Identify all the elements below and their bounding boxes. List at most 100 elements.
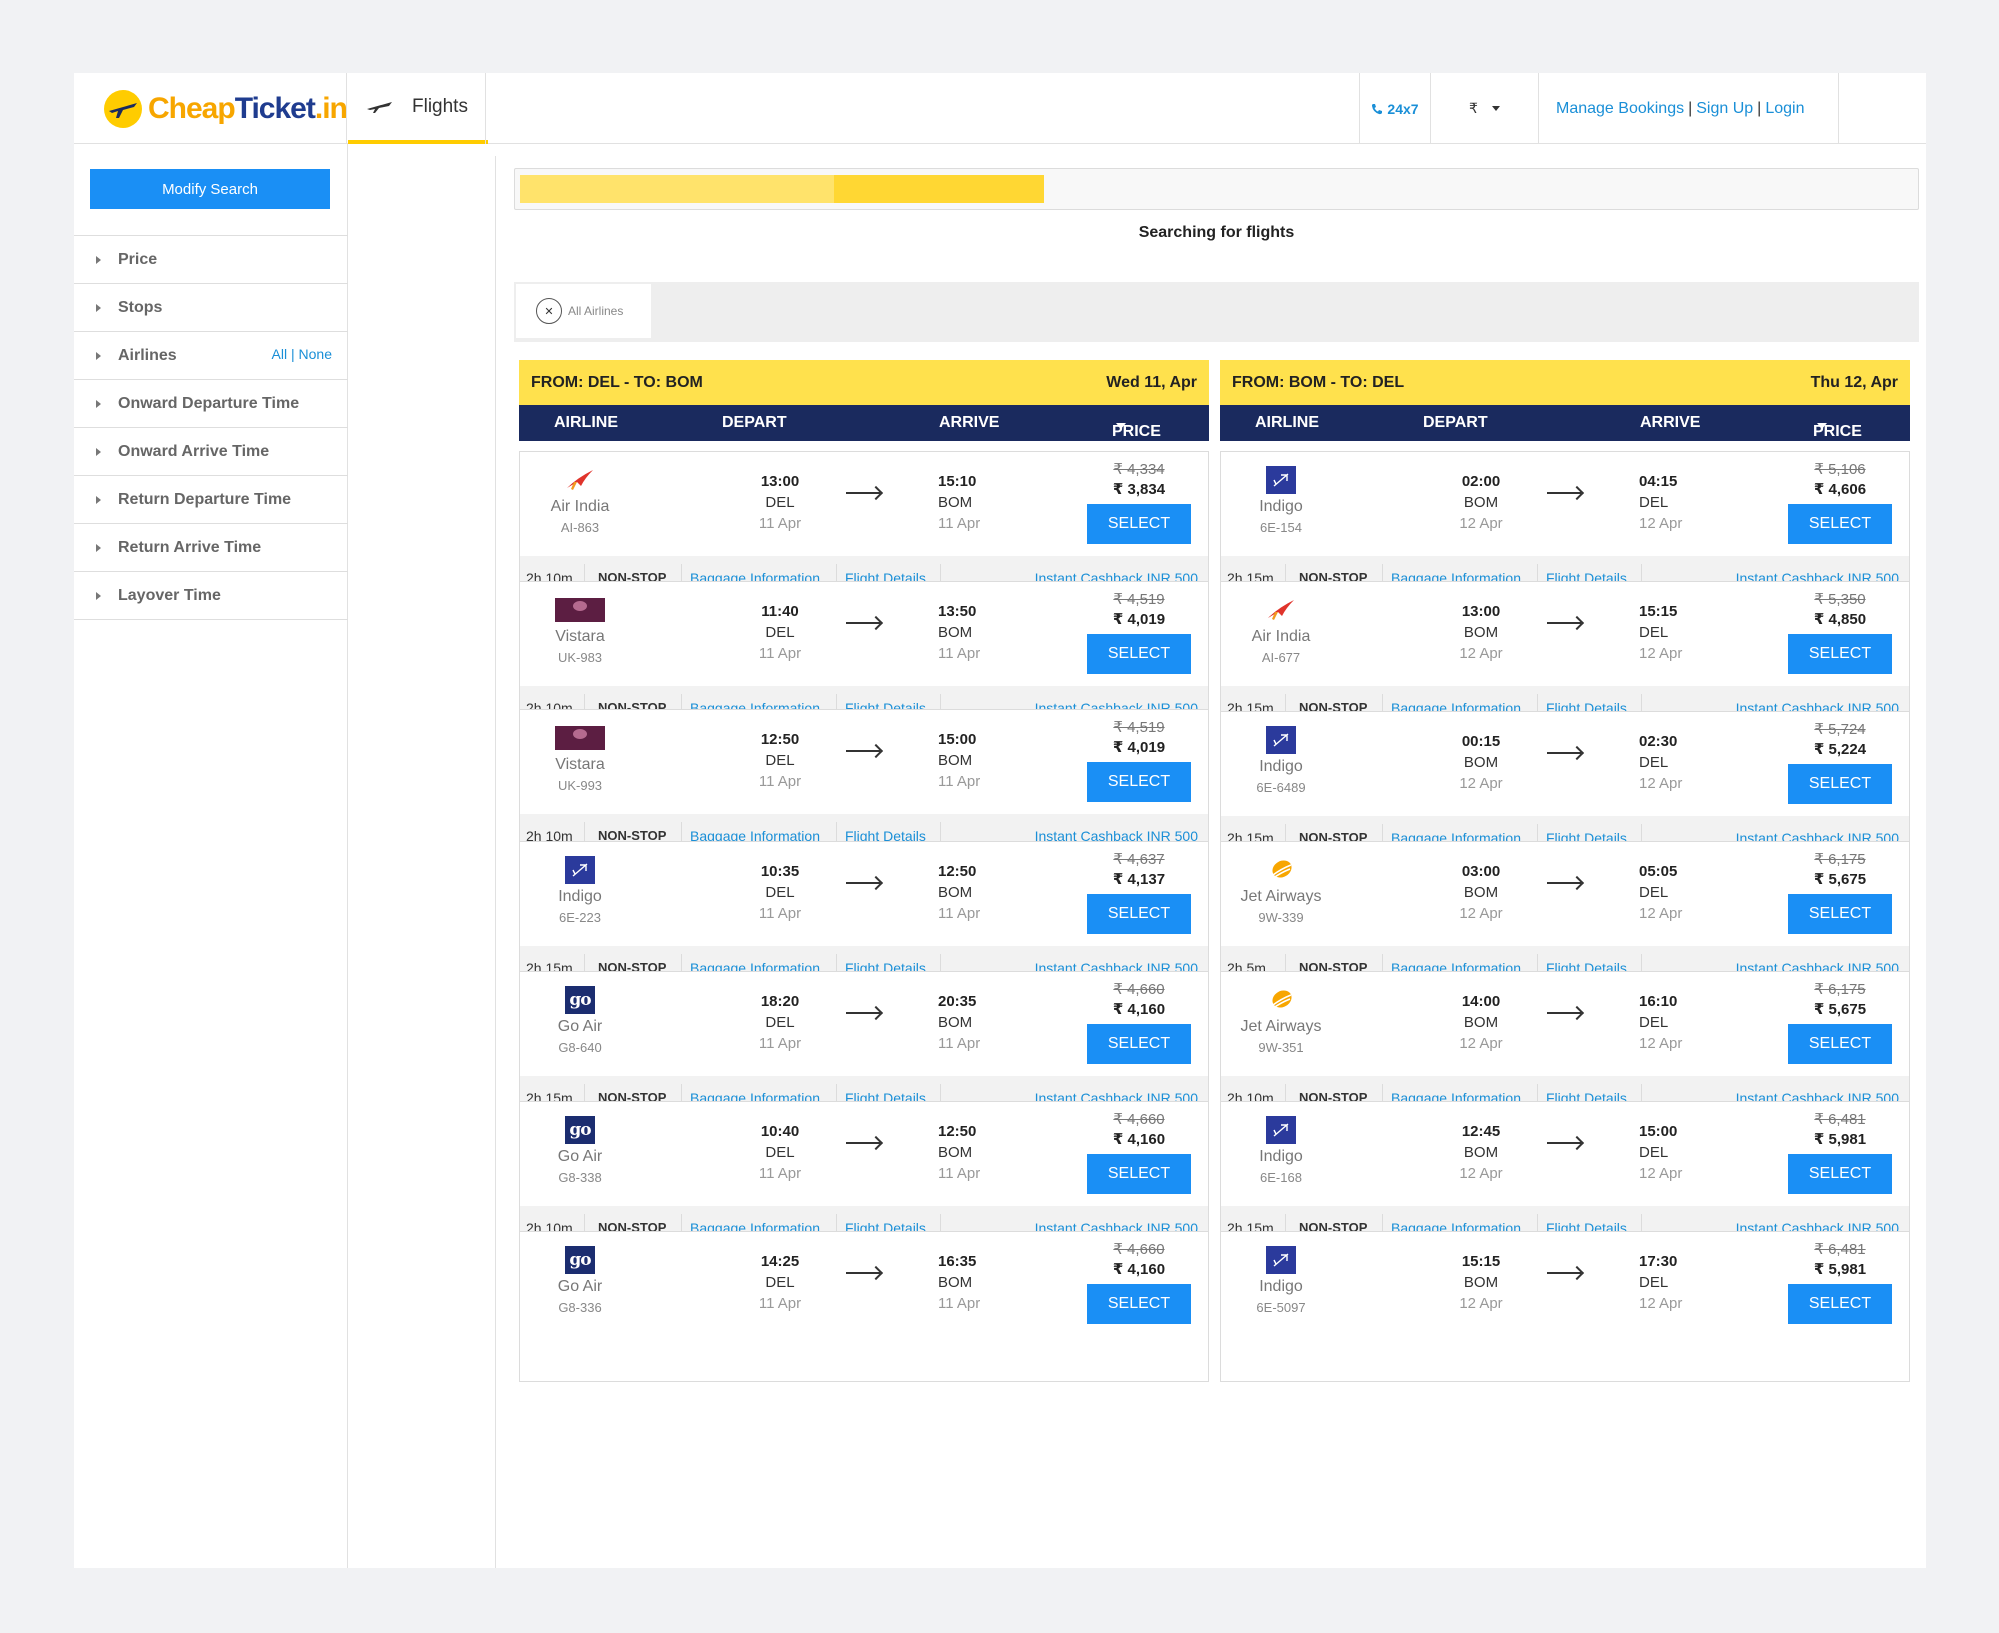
filter-return-arrive-time[interactable]: Return Arrive Time <box>74 524 348 572</box>
baggage-info-link[interactable]: Baggage Information <box>690 828 820 844</box>
arrive-info: 15:15 DEL 12 Apr <box>1639 601 1719 664</box>
tab-flights[interactable]: Flights <box>348 73 488 144</box>
flight-code: G8-640 <box>558 1040 602 1055</box>
select-button[interactable]: SELECT <box>1087 1154 1191 1194</box>
flight-details-link[interactable]: Flight Details <box>845 828 926 844</box>
flight-card[interactable]: go Go Air G8-640 18:20 DEL 11 Apr 20:35 BOM 11 A… <box>519 971 1209 1122</box>
indigo-icon <box>1256 1116 1306 1144</box>
cashback-offer-link[interactable]: Instant Cashback INR 500 <box>1034 828 1198 844</box>
flight-card[interactable]: go Go Air G8-338 10:40 DEL 11 Apr 12:50 BOM 11 A… <box>519 1101 1209 1252</box>
close-icon: ✕ <box>536 298 562 324</box>
discounted-price: ₹ 5,675 <box>1813 871 1867 888</box>
arrow-right-icon <box>846 750 880 752</box>
flight-card[interactable]: Vistara UK-993 12:50 DEL 11 Apr 15:00 BOM 11 Ap… <box>519 709 1209 860</box>
depart-time: 12:50 <box>760 731 800 748</box>
select-button[interactable]: SELECT <box>1087 762 1191 802</box>
arrive-date: 12 Apr <box>1639 775 1683 792</box>
flight-code: G8-338 <box>558 1170 602 1185</box>
arrive-city: BOM <box>938 884 973 901</box>
depart-time: 00:15 <box>1461 733 1501 750</box>
jetairways-icon <box>1256 856 1306 884</box>
indigo-icon <box>1256 726 1306 754</box>
arrive-info: 15:00 BOM 11 Apr <box>938 729 1018 792</box>
arrive-date: 11 Apr <box>938 1035 981 1052</box>
signup-link[interactable]: Sign Up <box>1696 99 1754 117</box>
discounted-price: ₹ 4,019 <box>1112 739 1166 756</box>
flight-code: 9W-339 <box>1258 910 1304 925</box>
indigo-icon <box>1256 466 1306 494</box>
flight-card[interactable]: Indigo 6E-154 02:00 BOM 12 Apr 04:15 DEL 12 Apr… <box>1220 451 1910 602</box>
flight-card[interactable]: go Go Air G8-336 14:25 DEL 11 Apr 16:35 BOM 11 A… <box>519 1231 1209 1382</box>
select-button[interactable]: SELECT <box>1788 1024 1892 1064</box>
filter-return-departure-time[interactable]: Return Departure Time <box>74 476 348 524</box>
sort-desc-icon <box>1817 423 1827 429</box>
return-route-header: FROM: BOM - TO: DEL Thu 12, Apr <box>1220 360 1910 405</box>
select-button[interactable]: SELECT <box>1788 764 1892 804</box>
flight-card[interactable]: Jet Airways 9W-351 14:00 BOM 12 Apr 16:10 DEL 1… <box>1220 971 1910 1122</box>
depart-info: 00:15 BOM 12 Apr <box>1441 731 1521 794</box>
app-window: CheapTicket.in Flights 24x7 ₹ Manage Boo… <box>74 73 1926 1568</box>
stops: NON-STOP <box>598 828 667 843</box>
flight-code: 6E-6489 <box>1256 780 1306 795</box>
arrive-city: BOM <box>938 624 973 641</box>
all-airlines-chip[interactable]: ✕ All Airlines <box>516 284 651 338</box>
airline-info: Indigo 6E-154 <box>1231 466 1331 535</box>
select-button[interactable]: SELECT <box>1087 1024 1191 1064</box>
flight-card[interactable]: Indigo 6E-5097 15:15 BOM 12 Apr 17:30 DEL 12 Ap… <box>1220 1231 1910 1382</box>
caret-right-icon <box>96 447 101 456</box>
airindia-icon <box>555 466 605 494</box>
flight-card[interactable]: Indigo 6E-6489 00:15 BOM 12 Apr 02:30 DEL 12 Ap… <box>1220 711 1910 862</box>
modify-search-button[interactable]: Modify Search <box>90 169 330 209</box>
select-button[interactable]: SELECT <box>1087 634 1191 674</box>
filter-onward-departure-time[interactable]: Onward Departure Time <box>74 380 348 428</box>
price-info: ₹ 4,637 ₹ 4,137 SELECT <box>1084 850 1194 934</box>
filter-onward-arrive-time[interactable]: Onward Arrive Time <box>74 428 348 476</box>
brand-logo[interactable]: CheapTicket.in <box>104 87 348 131</box>
manage-bookings-link[interactable]: Manage Bookings <box>1556 99 1685 117</box>
vistara-icon <box>555 724 605 752</box>
flight-code: AI-677 <box>1261 650 1301 665</box>
airlines-none-link[interactable]: None <box>298 346 332 362</box>
arrow-right-icon <box>1547 1012 1581 1014</box>
original-price: ₹ 4,660 <box>1113 1241 1165 1258</box>
arrive-info: 12:50 BOM 11 Apr <box>938 1121 1018 1184</box>
select-button[interactable]: SELECT <box>1087 1284 1191 1324</box>
filter-stops[interactable]: Stops <box>74 284 348 332</box>
flight-card[interactable]: Air India AI-863 13:00 DEL 11 Apr 15:10 BOM 11 … <box>519 451 1209 602</box>
select-button[interactable]: SELECT <box>1788 1154 1892 1194</box>
airlines-all-link[interactable]: All <box>271 346 288 362</box>
depart-info: 15:15 BOM 12 Apr <box>1441 1251 1521 1314</box>
search-progress-fill <box>834 175 1045 203</box>
depart-time: 10:40 <box>760 1123 800 1140</box>
select-button[interactable]: SELECT <box>1788 504 1892 544</box>
support-24x7[interactable]: 24x7 <box>1359 73 1431 144</box>
filter-airlines[interactable]: Airlines All | None <box>74 332 348 380</box>
flight-card[interactable]: Indigo 6E-168 12:45 BOM 12 Apr 15:00 DEL 12 Apr… <box>1220 1101 1910 1252</box>
arrow-right-icon <box>1547 882 1581 884</box>
select-button[interactable]: SELECT <box>1087 504 1191 544</box>
airline-info: Vistara UK-983 <box>530 596 630 665</box>
login-link[interactable]: Login <box>1765 99 1805 117</box>
flight-code: AI-863 <box>560 520 600 535</box>
arrive-time: 12:50 <box>938 1123 977 1140</box>
discounted-price: ₹ 5,981 <box>1813 1131 1867 1148</box>
airline-info: Indigo 6E-5097 <box>1231 1246 1331 1315</box>
depart-city: DEL <box>765 884 795 901</box>
filter-price[interactable]: Price <box>74 236 348 284</box>
flight-card[interactable]: Indigo 6E-223 10:35 DEL 11 Apr 12:50 BOM 11 Apr… <box>519 841 1209 992</box>
select-button[interactable]: SELECT <box>1788 634 1892 674</box>
select-button[interactable]: SELECT <box>1087 894 1191 934</box>
flight-card[interactable]: Jet Airways 9W-339 03:00 BOM 12 Apr 05:05 DEL 1… <box>1220 841 1910 992</box>
discounted-price: ₹ 5,675 <box>1813 1001 1867 1018</box>
currency-selector[interactable]: ₹ <box>1431 73 1539 144</box>
filter-layover-time[interactable]: Layover Time <box>74 572 348 620</box>
depart-city: DEL <box>765 1014 795 1031</box>
arrive-date: 11 Apr <box>938 773 981 790</box>
airline-info: Indigo 6E-6489 <box>1231 726 1331 795</box>
arrive-date: 11 Apr <box>938 1295 981 1312</box>
depart-city: BOM <box>1463 1014 1499 1031</box>
select-button[interactable]: SELECT <box>1788 1284 1892 1324</box>
depart-city: DEL <box>765 1274 795 1291</box>
flight-card[interactable]: Air India AI-677 13:00 BOM 12 Apr 15:15 DEL 12 … <box>1220 581 1910 732</box>
select-button[interactable]: SELECT <box>1788 894 1892 934</box>
